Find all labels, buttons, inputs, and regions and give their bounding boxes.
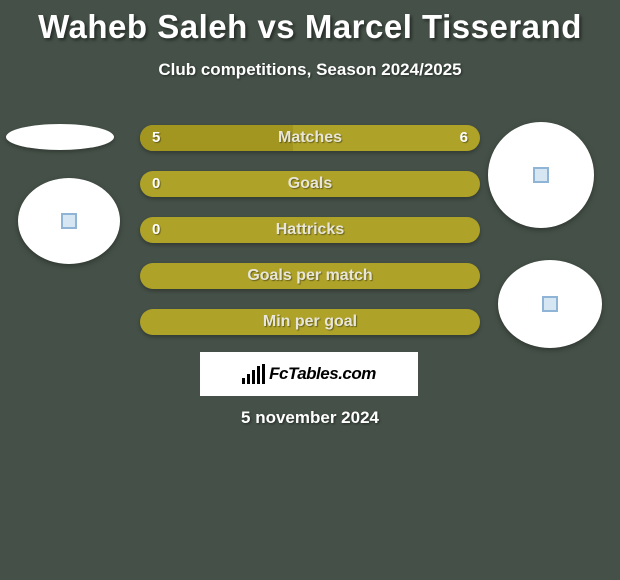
subtitle: Club competitions, Season 2024/2025 [0, 60, 620, 80]
player-left-avatar [18, 178, 120, 264]
attribution-text: FcTables.com [269, 364, 376, 384]
bar-min-per-goal: Min per goal [140, 309, 480, 335]
bar-label: Matches [140, 125, 480, 151]
bar-goals: 0 Goals [140, 171, 480, 197]
decor-ellipse-top-left [6, 124, 114, 150]
bar-goals-per-match: Goals per match [140, 263, 480, 289]
image-placeholder-icon [61, 213, 77, 229]
decor-circle-bottom-right [498, 260, 602, 348]
image-placeholder-icon [542, 296, 558, 312]
logo-bars-icon [242, 364, 265, 384]
bar-label: Goals per match [140, 263, 480, 289]
date-label: 5 november 2024 [0, 408, 620, 428]
page-title: Waheb Saleh vs Marcel Tisserand [0, 0, 620, 46]
bar-label: Goals [140, 171, 480, 197]
bar-hattricks: 0 Hattricks [140, 217, 480, 243]
fctables-logo: FcTables.com [242, 364, 376, 384]
comparison-infographic: Waheb Saleh vs Marcel Tisserand Club com… [0, 0, 620, 580]
bar-matches: 5 Matches 6 [140, 125, 480, 151]
image-placeholder-icon [533, 167, 549, 183]
bar-label: Hattricks [140, 217, 480, 243]
stat-bars: 5 Matches 6 0 Goals 0 Hattricks Goals pe… [140, 125, 480, 355]
bar-value-right: 6 [460, 125, 468, 151]
bar-label: Min per goal [140, 309, 480, 335]
player-right-avatar [488, 122, 594, 228]
attribution-badge: FcTables.com [200, 352, 418, 396]
